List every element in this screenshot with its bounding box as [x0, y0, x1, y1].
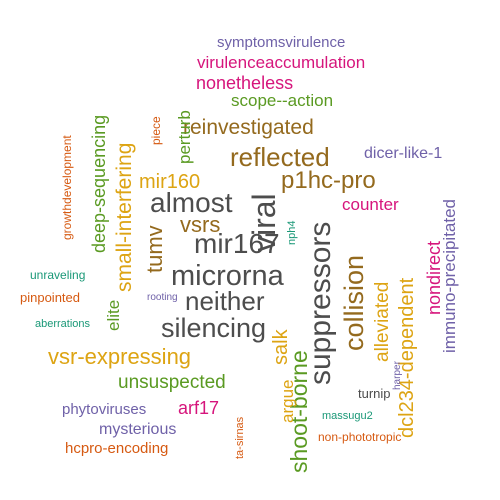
word-salk: salk: [270, 328, 292, 365]
word-neither: neither: [185, 286, 265, 316]
word-silencing: silencing: [161, 313, 266, 343]
word-viral: viral: [246, 193, 282, 252]
word-unraveling: unraveling: [30, 268, 85, 282]
word-symptomsvirulence: symptomsvirulence: [217, 34, 345, 51]
word-small-interfering: small-interfering: [113, 143, 136, 292]
word-nonetheless: nonetheless: [196, 73, 293, 93]
word-growthdevelopment: growthdevelopment: [60, 135, 74, 240]
word-elite: elite: [104, 300, 123, 331]
word-reinvestigated: reinvestigated: [183, 116, 314, 139]
word-piece: piece: [149, 116, 163, 145]
word-arf17: arf17: [178, 398, 219, 418]
word-p1hc-pro: p1hc-pro: [281, 167, 376, 194]
word-reflected: reflected: [230, 142, 330, 172]
word-mir160: mir160: [139, 171, 200, 193]
word-deep-sequencing: deep-sequencing: [89, 115, 109, 253]
word-ta-sirnas: ta-sirnas: [234, 416, 246, 459]
word-dicer-like-1: dicer-like-1: [364, 145, 442, 162]
word-vsrs: vsrs: [180, 212, 220, 237]
word-counter: counter: [342, 195, 399, 214]
word-vsr-expressing: vsr-expressing: [48, 344, 191, 369]
word-massugu2: massugu2: [322, 410, 373, 422]
word-perturb: perturb: [175, 110, 194, 164]
word-tumv: tumv: [142, 225, 167, 273]
word-rooting: rooting: [147, 292, 178, 303]
word-nph4: nph4: [286, 221, 298, 245]
word-pinpointed: pinpointed: [20, 290, 80, 305]
word-immuno-precipitated: immuno-precipitated: [440, 199, 459, 353]
word-mir167: mir167: [194, 228, 280, 259]
word-microrna: microrna: [171, 260, 285, 292]
word-argue: argue: [278, 380, 297, 423]
word-virulenceaccumulation: virulenceaccumulation: [197, 53, 365, 72]
word-nondirect: nondirect: [424, 241, 444, 315]
word-aberrations: aberrations: [35, 318, 91, 330]
word-non-phototropic: non-phototropic: [318, 430, 401, 444]
word-almost: almost: [150, 187, 233, 218]
word-alleviated: alleviated: [372, 282, 393, 362]
word-dcl234-dependent: dcl234-dependent: [396, 277, 418, 438]
word-mysterious: mysterious: [99, 421, 176, 438]
word-unsuspected: unsuspected: [118, 372, 226, 393]
word-harper: harper: [392, 360, 403, 390]
word-scope-action: scope--action: [231, 91, 333, 110]
word-suppressors: suppressors: [304, 222, 337, 385]
word-turnip: turnip: [358, 386, 391, 401]
word-shoot-borne: shoot-borne: [286, 350, 312, 473]
word-collision: collision: [339, 255, 369, 351]
word-phytoviruses: phytoviruses: [62, 401, 146, 418]
word-hcpro-encoding: hcpro-encoding: [65, 440, 168, 457]
